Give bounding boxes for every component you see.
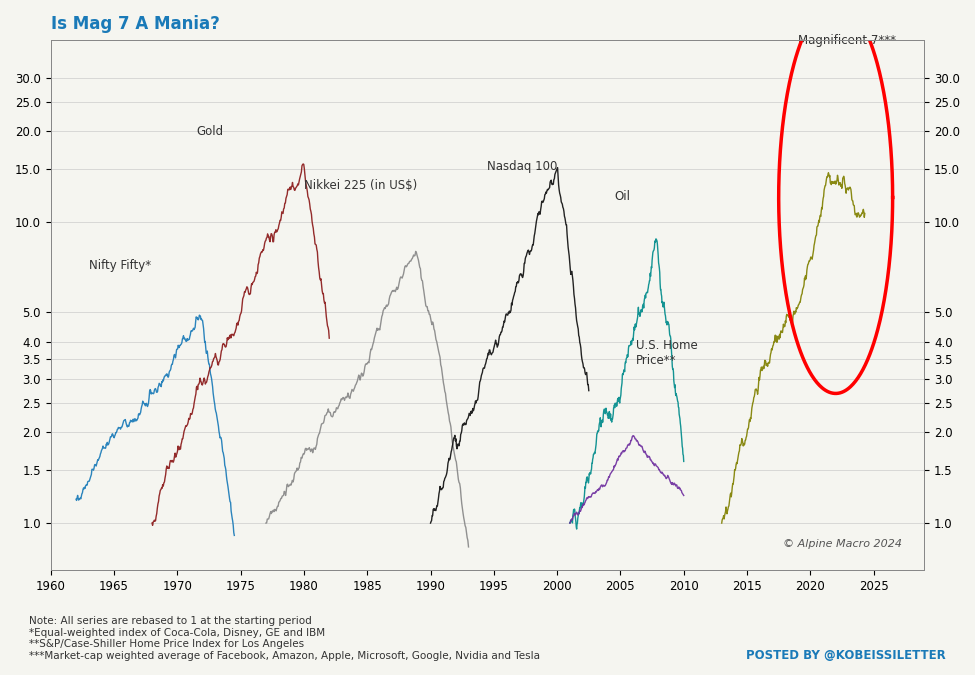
Text: U.S. Home
Price**: U.S. Home Price**: [636, 339, 697, 367]
Text: POSTED BY @KOBEISSILETTER: POSTED BY @KOBEISSILETTER: [746, 649, 946, 662]
Text: *Equal-weighted index of Coca-Cola, Disney, GE and IBM: *Equal-weighted index of Coca-Cola, Disn…: [29, 628, 326, 638]
Text: Nifty Fifty*: Nifty Fifty*: [89, 259, 151, 272]
Text: Magnificent 7***: Magnificent 7***: [798, 34, 896, 47]
Text: Is Mag 7 A Mania?: Is Mag 7 A Mania?: [51, 15, 219, 33]
Text: ***Market-cap weighted average of Facebook, Amazon, Apple, Microsoft, Google, Nv: ***Market-cap weighted average of Facebo…: [29, 651, 540, 661]
Text: © Alpine Macro 2024: © Alpine Macro 2024: [784, 539, 903, 549]
Text: Gold: Gold: [196, 125, 223, 138]
Text: **S&P/Case-Shiller Home Price Index for Los Angeles: **S&P/Case-Shiller Home Price Index for …: [29, 639, 304, 649]
Text: Nikkei 225 (in US$): Nikkei 225 (in US$): [304, 180, 417, 192]
Text: Nasdaq 100: Nasdaq 100: [488, 160, 558, 173]
Text: Oil: Oil: [614, 190, 630, 203]
Text: Note: All series are rebased to 1 at the starting period: Note: All series are rebased to 1 at the…: [29, 616, 312, 626]
